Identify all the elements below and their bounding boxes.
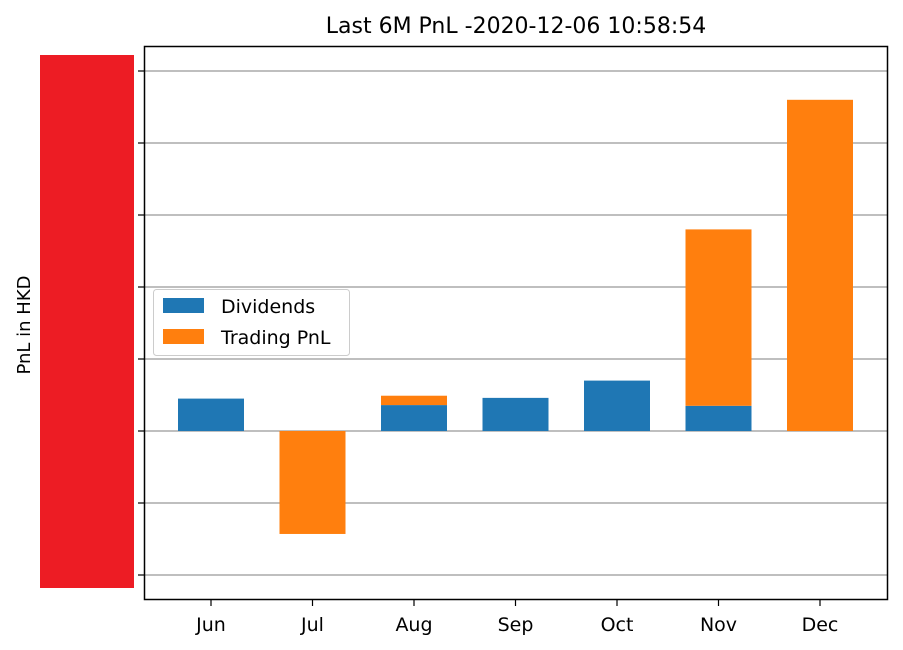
- legend-swatch-trading-pnl: [163, 329, 204, 344]
- x-tick-label-oct: Oct: [601, 614, 634, 636]
- bar-dividends-jun: [178, 398, 244, 431]
- legend-label-dividends: Dividends: [221, 296, 315, 318]
- x-tick-label-jun: Jun: [195, 614, 226, 636]
- chart-title: Last 6M PnL -2020-12-06 10:58:54: [326, 14, 706, 39]
- x-tick-label-aug: Aug: [395, 614, 432, 636]
- bars: [178, 99, 853, 534]
- x-tick-label-jul: Jul: [300, 614, 324, 636]
- bar-trading-pnl-jul: [279, 431, 346, 534]
- bar-dividends-aug: [381, 405, 447, 431]
- bar-trading-pnl-nov: [685, 229, 752, 406]
- plot-frame: [143, 45, 889, 601]
- bar-trading-pnl-aug: [381, 395, 447, 406]
- x-tick-label-sep: Sep: [498, 614, 534, 636]
- x-tick-label-nov: Nov: [700, 614, 737, 636]
- x-ticks: Jun Jul Aug Sep Oct Nov Dec: [195, 599, 838, 636]
- bar-dividends-nov: [685, 405, 752, 431]
- redacted-tick-labels: [40, 55, 134, 588]
- legend: Dividends Trading PnL: [153, 289, 350, 356]
- bar-dividends-oct: [584, 380, 650, 431]
- bar-trading-pnl-dec: [787, 99, 853, 432]
- legend-swatch-dividends: [163, 298, 204, 313]
- x-tick-label-dec: Dec: [802, 614, 839, 636]
- y-axis-label: PnL in HKD: [14, 275, 35, 374]
- legend-label-trading-pnl: Trading PnL: [220, 327, 331, 349]
- bar-dividends-sep: [482, 397, 549, 431]
